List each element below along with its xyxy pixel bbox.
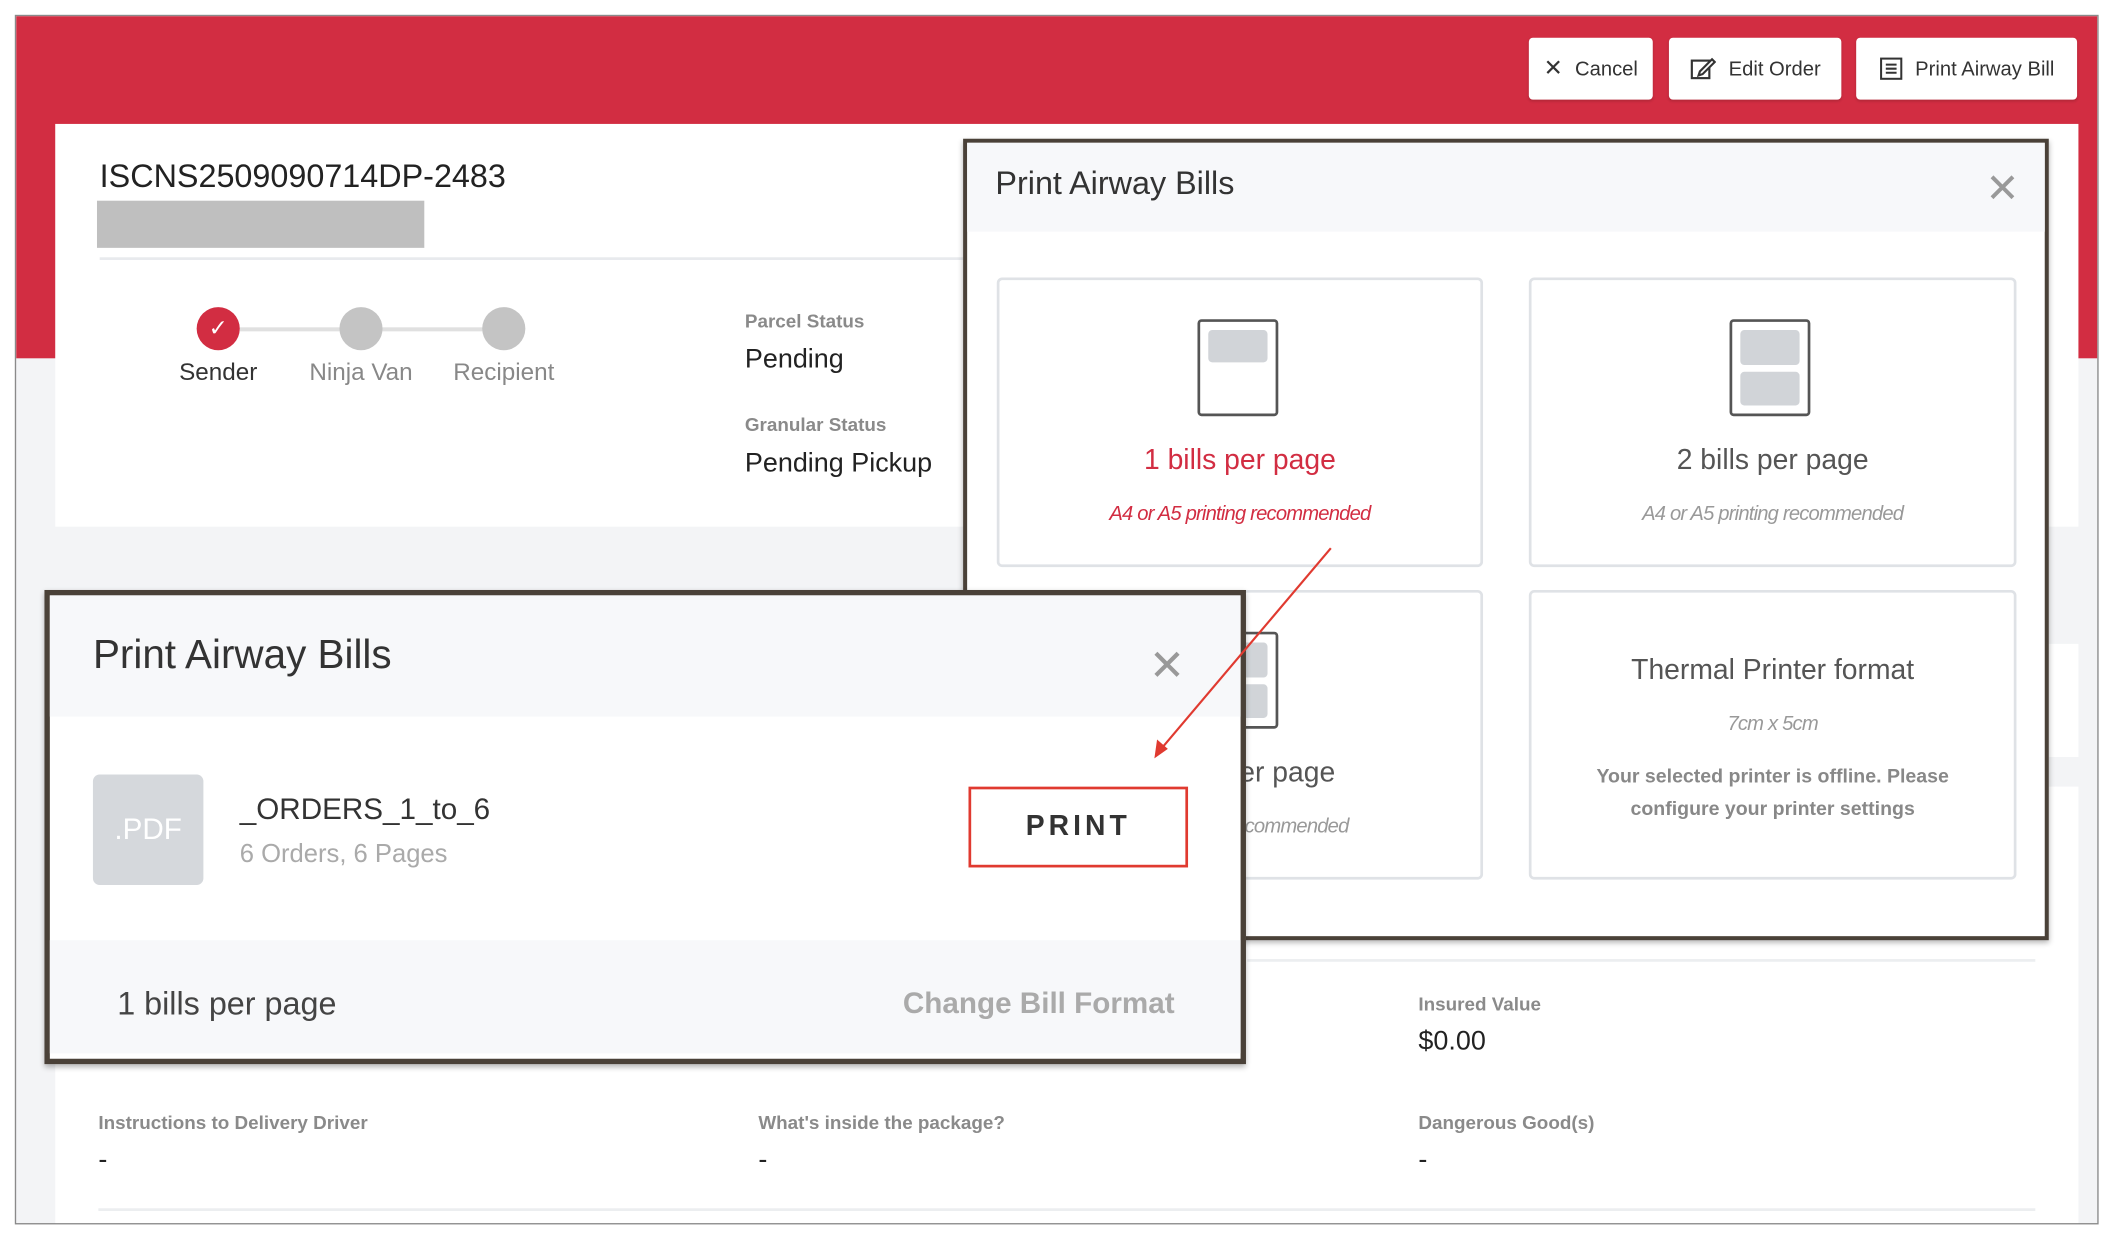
modal-footer: 1 bills per page Change Bill Format bbox=[49, 940, 1241, 1054]
step-sender: Sender bbox=[179, 358, 258, 386]
print-button[interactable]: PRINT bbox=[968, 786, 1189, 868]
option-subtitle: A4 or A5 printing recommended bbox=[1109, 502, 1371, 526]
modal-title: Print Airway Bills bbox=[92, 633, 392, 678]
contents-label: What's inside the package? bbox=[758, 1111, 1005, 1133]
parcel-status-label: Parcel Status bbox=[744, 309, 865, 332]
edit-icon bbox=[1691, 57, 1717, 80]
modal-header: Print Airway Bills ✕ bbox=[49, 595, 1241, 717]
edit-order-button[interactable]: Edit Order bbox=[1668, 37, 1842, 100]
divider bbox=[98, 1208, 2036, 1211]
step-ninja-van: Ninja Van bbox=[309, 358, 413, 386]
option-label: 1 bills per page bbox=[1143, 444, 1336, 476]
option-subtitle: A4 or A5 printing recommended bbox=[1642, 502, 1904, 526]
option-label: er page bbox=[1239, 757, 1336, 788]
check-icon: ✓ bbox=[196, 307, 240, 351]
cancel-button[interactable]: ✕ Cancel bbox=[1528, 37, 1653, 100]
granular-status-label: Granular Status bbox=[744, 413, 887, 436]
format-option-2-per-page[interactable]: 2 bills per page A4 or A5 printing recom… bbox=[1528, 277, 2017, 568]
granular-status-value: Pending Pickup bbox=[744, 448, 933, 479]
close-icon[interactable]: ✕ bbox=[1148, 641, 1186, 690]
step-dot bbox=[482, 307, 526, 351]
parcel-status-value: Pending bbox=[744, 344, 844, 375]
close-icon[interactable]: ✕ bbox=[1985, 167, 2020, 212]
page-1-bill-icon bbox=[1197, 319, 1279, 417]
step-dot bbox=[339, 307, 383, 351]
print-airway-bills-modal: Print Airway Bills ✕ .PDF _ORDERS_1_to_6… bbox=[44, 589, 1246, 1065]
tracking-id: ISCNS2509090714DP-2483 bbox=[99, 158, 506, 196]
option-subtitle: commended bbox=[1244, 814, 1350, 838]
redacted-block bbox=[96, 200, 425, 248]
contents-value: - bbox=[758, 1144, 768, 1175]
divider bbox=[1247, 959, 2036, 962]
insured-value: $0.00 bbox=[1418, 1026, 1486, 1057]
option-subtitle: 7cm x 5cm bbox=[1727, 712, 1818, 736]
list-document-icon bbox=[1879, 57, 1903, 80]
divider bbox=[99, 257, 976, 260]
print-airway-bill-label: Print Airway Bill bbox=[1915, 57, 2055, 81]
dangerous-goods-value: - bbox=[1418, 1144, 1428, 1175]
option-label: 2 bills per page bbox=[1676, 444, 1869, 476]
format-option-1-per-page[interactable]: 1 bills per page A4 or A5 printing recom… bbox=[996, 277, 1484, 568]
change-bill-format-link[interactable]: Change Bill Format bbox=[902, 986, 1175, 1020]
instructions-label: Instructions to Delivery Driver bbox=[98, 1111, 368, 1133]
step-recipient: Recipient bbox=[453, 358, 555, 386]
insured-value-label: Insured Value bbox=[1418, 992, 1542, 1015]
pdf-badge: .PDF bbox=[114, 812, 182, 846]
option-label: Thermal Printer format bbox=[1631, 654, 1915, 686]
file-meta: 6 Orders, 6 Pages bbox=[239, 840, 448, 869]
pdf-file-icon: .PDF bbox=[92, 774, 204, 885]
close-icon: ✕ bbox=[1543, 55, 1563, 81]
modal-title: Print Airway Bills bbox=[995, 165, 1235, 203]
cancel-label: Cancel bbox=[1575, 57, 1638, 81]
print-airway-bill-button[interactable]: Print Airway Bill bbox=[1856, 37, 2078, 100]
printer-offline-note: Your selected printer is offline. Please… bbox=[1596, 766, 1949, 821]
page-2-bills-icon bbox=[1729, 319, 1811, 417]
file-name: _ORDERS_1_to_6 bbox=[239, 792, 491, 826]
edit-order-label: Edit Order bbox=[1728, 57, 1821, 81]
format-option-thermal[interactable]: Thermal Printer format 7cm x 5cm Your se… bbox=[1528, 589, 2017, 880]
current-format: 1 bills per page bbox=[117, 986, 337, 1023]
modal-header: Print Airway Bills ✕ bbox=[967, 142, 2045, 232]
dangerous-goods-label: Dangerous Good(s) bbox=[1418, 1111, 1595, 1133]
instructions-value: - bbox=[98, 1144, 108, 1175]
